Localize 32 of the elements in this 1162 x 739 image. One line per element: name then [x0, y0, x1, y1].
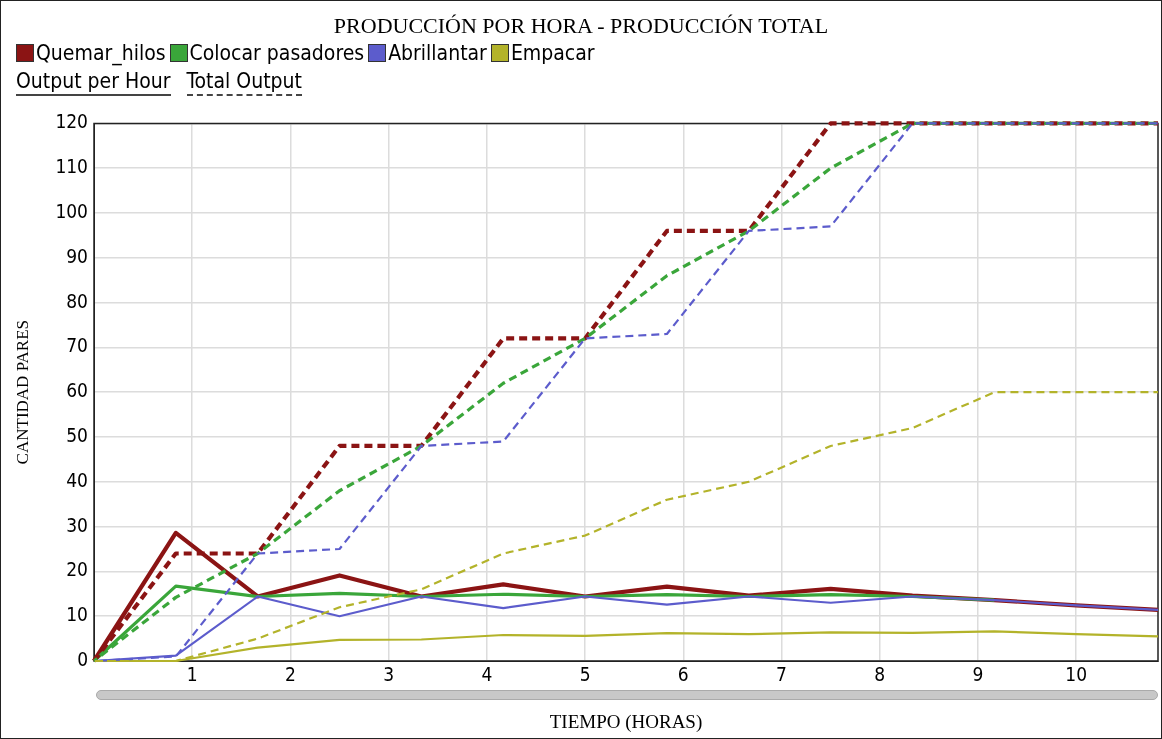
y-tick-label: 110: [55, 155, 88, 178]
x-tick-label: 10: [1065, 663, 1088, 686]
y-tick-label: 100: [55, 199, 88, 222]
legend-label: Empacar: [510, 41, 595, 65]
x-tick-label: 3: [383, 663, 395, 686]
x-axis-title: TIEMPO (HORAS): [549, 710, 703, 733]
x-tick-label: 7: [776, 663, 787, 686]
y-tick-label: 120: [55, 110, 88, 133]
y-tick-label: 80: [66, 289, 88, 312]
legend-label: Abrillantar: [388, 41, 487, 65]
y-tick-label: 30: [66, 513, 88, 536]
x-tick-label: 4: [481, 663, 493, 686]
x-tick-label: 1: [186, 663, 198, 686]
y-tick-label: 90: [66, 244, 88, 267]
legend-label: Colocar pasadores: [189, 41, 365, 65]
y-tick-label: 0: [77, 647, 88, 670]
x-tick-label: 6: [677, 663, 689, 686]
chart-title: PRODUCCIÓN POR HORA - PRODUCCIÓN TOTAL: [332, 13, 830, 39]
x-tick-label: 2: [285, 663, 296, 686]
x-tick-label: 8: [874, 663, 886, 686]
y-tick-label: 50: [66, 423, 88, 446]
text: Total Output: [186, 69, 302, 96]
y-tick-label: 40: [66, 468, 88, 491]
y-tick-label: 60: [66, 379, 88, 402]
x-tick-label: 5: [579, 663, 591, 686]
y-tick-label: 70: [66, 334, 88, 357]
legend-label: Quemar_hilos: [36, 41, 166, 65]
y-tick-label: 10: [66, 603, 88, 626]
x-tick-label: 9: [972, 663, 984, 686]
y-axis-title: CANTIDAD PARES: [12, 320, 32, 465]
text: Output per Hour: [16, 69, 171, 96]
y-tick-label: 20: [66, 558, 88, 581]
